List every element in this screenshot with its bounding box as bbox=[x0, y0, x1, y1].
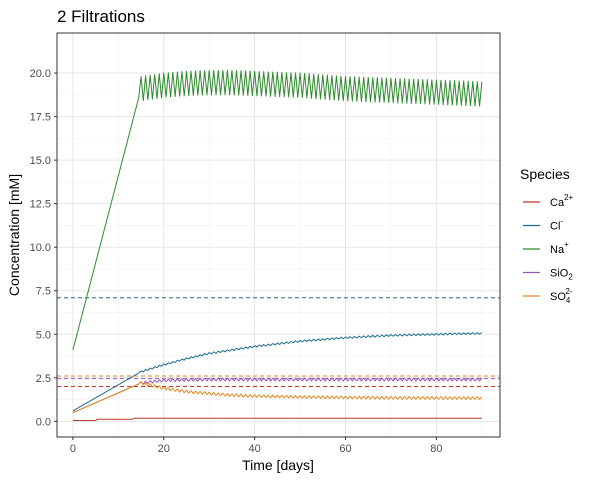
y-tick-label: 20.0 bbox=[30, 68, 51, 80]
y-tick-label: 7.5 bbox=[36, 286, 51, 298]
y-tick-label: 5.0 bbox=[36, 329, 51, 341]
series-line-na bbox=[72, 69, 483, 351]
legend: Ca2+ Cl- Na+ SiO2 SO42- bbox=[523, 193, 574, 305]
x-tick-label: 0 bbox=[70, 443, 76, 455]
series-group bbox=[72, 69, 483, 421]
x-tick-label: 40 bbox=[249, 443, 261, 455]
reference-lines bbox=[57, 297, 500, 387]
x-tick-label: 20 bbox=[158, 443, 170, 455]
y-axis-title: Concentration [mM] bbox=[6, 174, 22, 296]
legend-label: Na+ bbox=[550, 240, 569, 256]
y-axis: 0.0 2.5 5.0 7.5 10.0 12.5 15.0 17.5 20.0 bbox=[30, 68, 57, 428]
legend-label: Cl- bbox=[550, 217, 563, 233]
legend-label: SO42- bbox=[550, 287, 573, 305]
y-tick-label: 17.5 bbox=[30, 112, 51, 124]
plot-border bbox=[56, 32, 501, 438]
y-tick-label: 10.0 bbox=[30, 242, 51, 254]
legend-label: SiO2 bbox=[550, 268, 573, 282]
x-tick-label: 60 bbox=[339, 443, 351, 455]
x-tick-label: 80 bbox=[430, 443, 442, 455]
y-tick-label: 12.5 bbox=[30, 199, 51, 211]
y-tick-label: 15.0 bbox=[30, 155, 51, 167]
grid bbox=[57, 33, 500, 437]
y-tick-label: 0.0 bbox=[36, 416, 51, 428]
plot-panel bbox=[56, 32, 501, 438]
legend-label: Ca2+ bbox=[550, 193, 574, 209]
x-axis-title: Time [days] bbox=[242, 457, 314, 473]
series-line-cl bbox=[72, 332, 483, 412]
series-line-ca2 bbox=[72, 417, 482, 421]
legend-title: Species bbox=[520, 166, 570, 182]
chart-title: 2 Filtrations bbox=[57, 7, 145, 26]
y-tick-label: 2.5 bbox=[36, 373, 51, 385]
x-axis: 0 20 40 60 80 bbox=[70, 437, 443, 455]
series-line-so42 bbox=[72, 381, 483, 414]
